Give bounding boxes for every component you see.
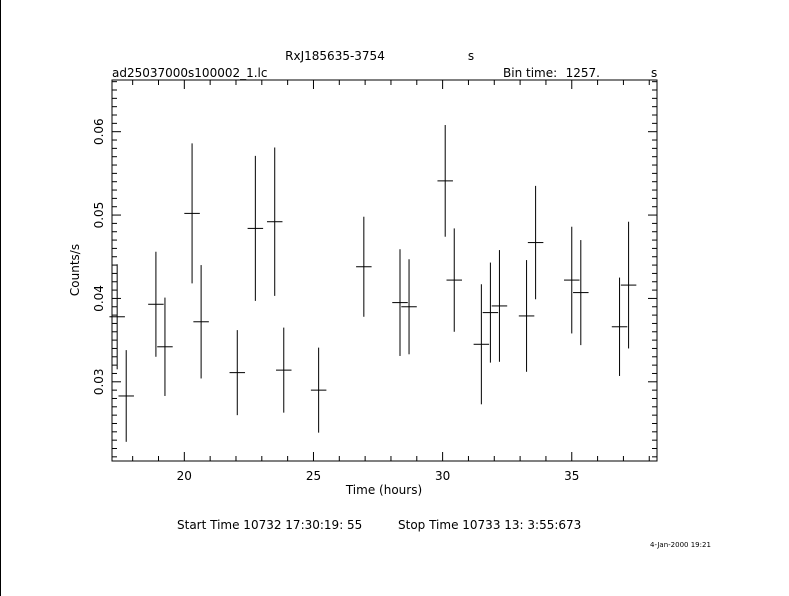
y-tick-label: 0.04 <box>92 285 106 312</box>
axis-tick-labels: 20 25 30 35 0.03 0.04 0.05 0.06 <box>92 118 579 483</box>
object-unit: s <box>468 49 474 63</box>
data-point <box>184 143 200 284</box>
data-point <box>109 264 125 370</box>
data-point <box>482 262 499 363</box>
data-point <box>118 350 134 442</box>
data-point <box>266 147 283 296</box>
plot-frame <box>111 79 658 462</box>
data-point <box>247 155 264 301</box>
data-point <box>310 347 327 433</box>
data-point <box>392 249 408 356</box>
y-axis-label: Counts/s <box>68 244 82 296</box>
bin-time-label: Bin time: <box>503 66 557 80</box>
data-point <box>527 185 544 300</box>
filename-label: ad25037000s100002_1.lc <box>112 66 268 80</box>
data-point <box>356 216 372 317</box>
data-point <box>229 330 246 416</box>
data-point <box>564 226 580 334</box>
start-time: Start Time 10732 17:30:19: 55 <box>177 518 362 532</box>
left-border-line <box>0 0 1 596</box>
data-point <box>437 125 453 237</box>
data-point <box>573 240 589 346</box>
axis-ticks <box>112 80 657 461</box>
stop-time: Stop Time 10733 13: 3:55:673 <box>398 518 581 532</box>
data-point <box>518 260 535 372</box>
bin-time-unit: s <box>651 66 657 80</box>
x-axis-label: Time (hours) <box>345 483 422 497</box>
x-tick-label: 30 <box>435 469 450 483</box>
x-tick-label: 25 <box>306 469 321 483</box>
y-tick-label: 0.05 <box>92 202 106 229</box>
data-point <box>401 259 417 355</box>
y-tick-label: 0.06 <box>92 118 106 145</box>
x-tick-label: 35 <box>564 469 579 483</box>
data-points <box>109 125 637 442</box>
data-point <box>276 327 292 413</box>
data-point <box>193 265 209 379</box>
data-point <box>611 277 628 376</box>
object-name: RxJ185635-3754 <box>285 49 385 63</box>
data-point <box>446 228 462 332</box>
y-tick-label: 0.03 <box>92 368 106 395</box>
data-point <box>473 284 490 405</box>
data-point <box>148 251 164 357</box>
bin-time-value: 1257. <box>566 66 600 80</box>
date-stamp: 4-Jan-2000 19:21 <box>650 541 711 549</box>
data-point <box>620 221 637 349</box>
data-point <box>491 250 508 362</box>
data-point <box>157 297 173 396</box>
x-tick-label: 20 <box>177 469 192 483</box>
